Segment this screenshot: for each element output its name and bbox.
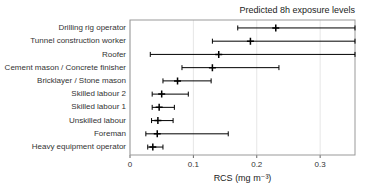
center-marker xyxy=(272,24,279,31)
error-bar xyxy=(163,78,211,83)
tick-label: 0 xyxy=(128,160,133,169)
center-marker xyxy=(149,144,156,151)
error-bar xyxy=(152,92,188,97)
category-label: Unskilled labour xyxy=(69,116,126,125)
error-bar xyxy=(182,65,279,70)
marks xyxy=(146,24,355,150)
category-label: Cement mason / Concrete finisher xyxy=(5,63,127,72)
error-bar xyxy=(212,39,355,44)
category-label: Tunnel construction worker xyxy=(30,36,126,45)
error-bar xyxy=(152,118,174,123)
center-marker xyxy=(209,64,216,71)
error-bar xyxy=(238,25,355,30)
error-bar xyxy=(146,131,228,136)
tick-label: 0.3 xyxy=(315,160,327,169)
title: Predicted 8h exposure levels xyxy=(239,5,355,15)
grid-line xyxy=(256,20,257,155)
center-marker xyxy=(247,38,254,45)
tick-label: 0.2 xyxy=(251,160,263,169)
center-marker xyxy=(154,130,161,137)
tick-label: 0.1 xyxy=(188,160,200,169)
center-marker xyxy=(174,77,181,84)
category-label: Skilled labour 2 xyxy=(71,89,126,98)
plot-frame xyxy=(130,20,355,155)
category-label: Drilling rig operator xyxy=(58,23,126,32)
grid-line xyxy=(320,20,321,155)
center-marker xyxy=(215,51,222,58)
category-label: Skilled labour 1 xyxy=(71,102,126,111)
category-label: Heavy equipment operator xyxy=(32,142,127,151)
center-marker xyxy=(154,117,161,124)
grid-line xyxy=(193,20,194,155)
x-axis-label: RCS (mg m⁻³) xyxy=(214,173,272,183)
center-marker xyxy=(156,104,163,111)
category-label: Roofer xyxy=(102,50,126,59)
error-bar xyxy=(150,52,355,57)
center-marker xyxy=(158,91,165,98)
category-label: Bricklayer / Stone mason xyxy=(37,76,126,85)
error-bar xyxy=(152,105,174,110)
error-bar xyxy=(148,145,163,150)
category-label: Foreman xyxy=(94,129,126,138)
chart: Drilling rig operator Tunnel construction… xyxy=(0,0,365,189)
